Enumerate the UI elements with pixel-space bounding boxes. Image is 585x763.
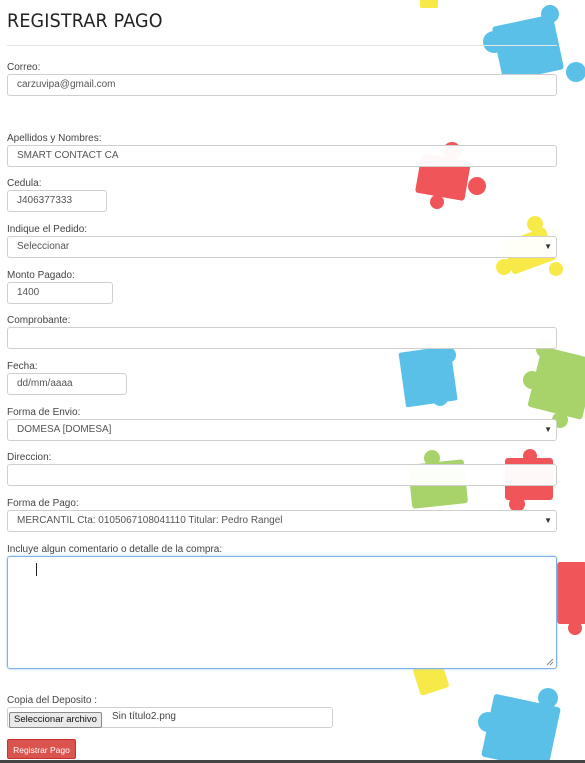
- fecha-label: Fecha:: [7, 361, 38, 372]
- nombres-input[interactable]: SMART CONTACT CA: [7, 145, 557, 167]
- cedula-input[interactable]: J406377333: [7, 190, 107, 212]
- envio-select[interactable]: DOMESA [DOMESA] ▼: [7, 419, 557, 441]
- pedido-selected-value: Seleccionar: [17, 241, 70, 252]
- monto-value: 1400: [17, 287, 40, 298]
- pago-label: Forma de Pago:: [7, 498, 79, 509]
- envio-label: Forma de Envio:: [7, 407, 81, 418]
- cedula-value: J406377333: [17, 195, 73, 206]
- envio-selected-value: DOMESA [DOMESA]: [17, 424, 112, 435]
- direccion-input[interactable]: [7, 464, 557, 486]
- pago-select[interactable]: MERCANTIL Cta: 0105067108041110 Titular:…: [7, 510, 557, 532]
- correo-value: carzuvipa@gmail.com: [17, 79, 116, 90]
- text-cursor: [36, 563, 37, 576]
- bottom-divider: [0, 760, 585, 763]
- registrar-pago-button[interactable]: Registrar Pago: [7, 739, 76, 759]
- monto-input[interactable]: 1400: [7, 282, 113, 304]
- triangle-down-icon: ▼: [544, 242, 552, 251]
- puzzle-piece-yellow-bottom: [413, 660, 449, 696]
- puzzle-piece-blue-bottom: [478, 688, 561, 763]
- comentario-label: Incluye algun comentario o detalle de la…: [7, 544, 223, 555]
- puzzle-piece-red-far-right: [557, 562, 585, 635]
- direccion-label: Direccion:: [7, 452, 52, 463]
- correo-input[interactable]: carzuvipa@gmail.com: [7, 74, 557, 96]
- fecha-placeholder: dd/mm/aaaa: [17, 378, 73, 389]
- title-divider: [7, 45, 557, 46]
- page-title: REGISTRAR PAGO: [7, 10, 163, 32]
- correo-label: Correo:: [7, 62, 41, 73]
- selected-file-name: Sin título2.png: [112, 711, 176, 722]
- puzzle-piece-yellow-top: [420, 0, 438, 8]
- pago-selected-value: MERCANTIL Cta: 0105067108041110 Titular:…: [17, 515, 283, 526]
- triangle-down-icon: ▼: [544, 425, 552, 434]
- pedido-select[interactable]: Seleccionar ▼: [7, 236, 557, 258]
- triangle-down-icon: ▼: [544, 516, 552, 525]
- nombres-label: Apellidos y Nombres:: [7, 133, 102, 144]
- fecha-input[interactable]: dd/mm/aaaa: [7, 373, 127, 395]
- cedula-label: Cedula:: [7, 178, 42, 189]
- puzzle-piece-blue-top: [483, 5, 585, 82]
- seleccionar-archivo-button[interactable]: Seleccionar archivo: [9, 712, 102, 728]
- monto-label: Monto Pagado:: [7, 270, 75, 281]
- resize-handle-icon[interactable]: [546, 658, 554, 666]
- pedido-label: Indique el Pedido:: [7, 224, 88, 235]
- comprobante-label: Comprobante:: [7, 315, 71, 326]
- comprobante-input[interactable]: [7, 327, 557, 349]
- nombres-value: SMART CONTACT CA: [17, 150, 119, 161]
- puzzle-piece-blue-middle: [398, 345, 458, 408]
- comentario-textarea[interactable]: [7, 556, 557, 669]
- deposito-label: Copia del Deposito :: [7, 695, 98, 706]
